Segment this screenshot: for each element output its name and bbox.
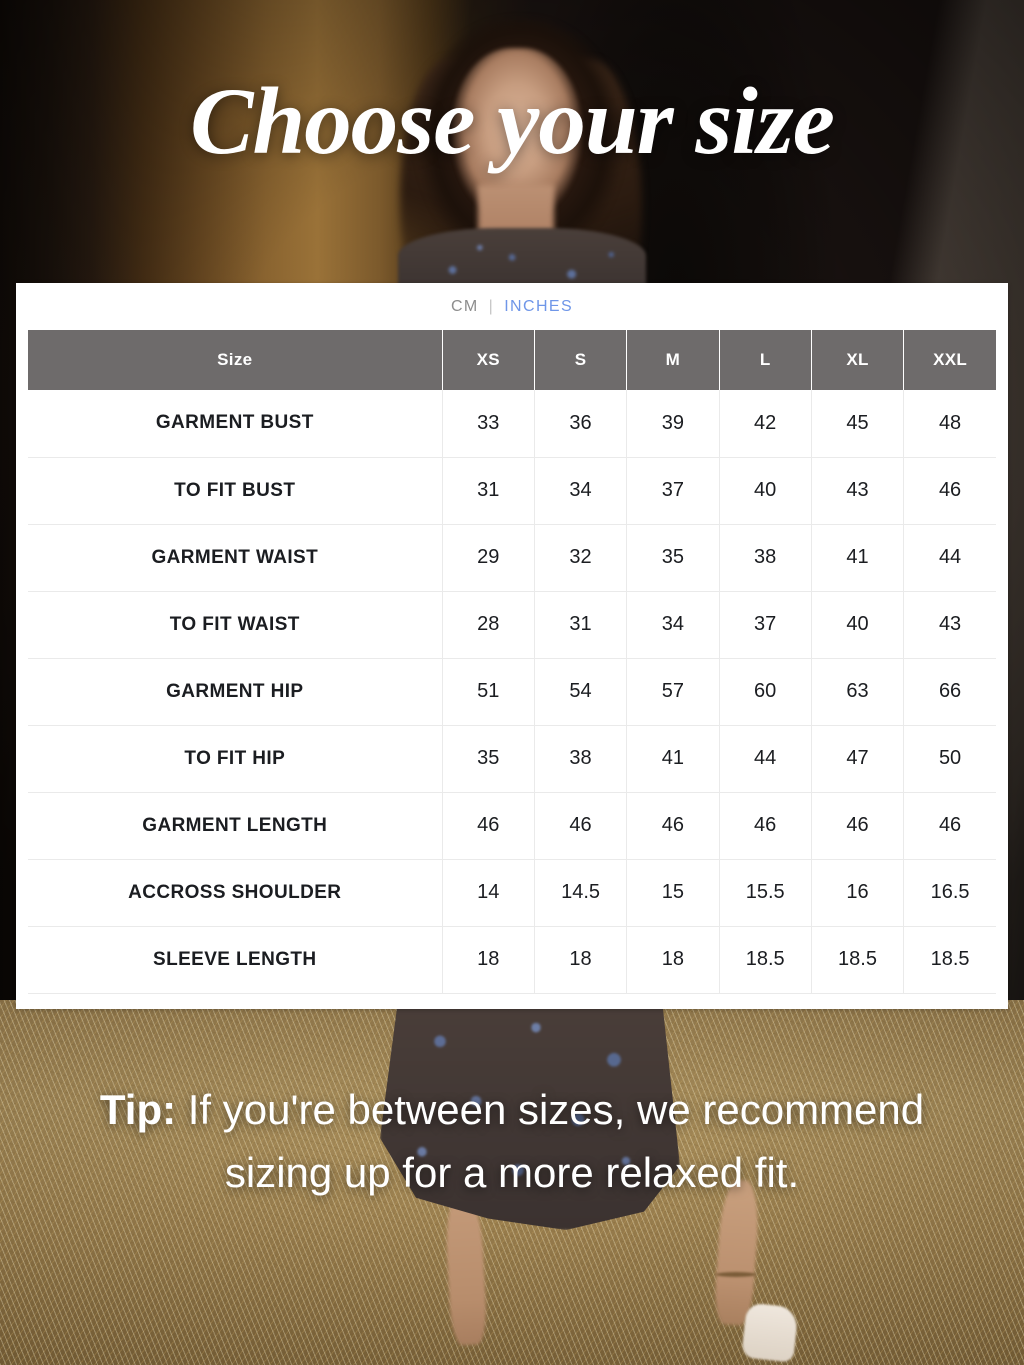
- measurement-value: 46: [903, 457, 996, 525]
- measurement-value: 18.5: [811, 926, 905, 994]
- size-chart-table: Size XS S M L XL XXL GARMENT BUST 33 36 39 4…: [28, 330, 996, 994]
- unit-tab-cm[interactable]: CM: [450, 297, 479, 315]
- table-body: GARMENT BUST 33 36 39 42 45 48 TO FIT BUST 31 34 3…: [28, 390, 996, 994]
- measurement-value: 44: [719, 725, 812, 793]
- table-header-row: Size XS S M L XL XXL: [28, 330, 996, 390]
- measurement-value: 40: [719, 457, 812, 525]
- measurement-value: 31: [442, 457, 535, 525]
- sizing-tip: Tip: If you're between sizes, we recomme…: [96, 1078, 928, 1204]
- measurement-value: 18.5: [903, 926, 996, 994]
- measurement-label: GARMENT BUST: [28, 390, 443, 458]
- column-header-xl: XL: [811, 330, 905, 390]
- unit-separator: |: [488, 297, 495, 315]
- measurement-value: 31: [534, 591, 628, 659]
- sizing-tip-prefix: Tip:: [99, 1086, 177, 1133]
- measurement-value: 43: [903, 591, 996, 659]
- measurement-value: 47: [811, 725, 905, 793]
- column-header-l: L: [719, 330, 812, 390]
- measurement-value: 16.5: [903, 859, 996, 927]
- measurement-label: GARMENT HIP: [28, 658, 443, 726]
- measurement-label: GARMENT WAIST: [28, 524, 443, 592]
- unit-tab-inches[interactable]: INCHES: [504, 297, 574, 315]
- size-chart-card: CM | INCHES Size XS S M L XL XXL GARM: [16, 283, 1008, 1009]
- measurement-value: 60: [719, 658, 812, 726]
- measurement-value: 51: [442, 658, 535, 726]
- measurement-value: 38: [719, 524, 812, 592]
- measurement-value: 14: [442, 859, 535, 927]
- measurement-value: 46: [811, 792, 905, 860]
- measurement-value: 29: [442, 524, 535, 592]
- measurement-value: 15: [626, 859, 720, 927]
- measurement-value: 40: [811, 591, 905, 659]
- table-row: SLEEVE LENGTH 18 18 18 18.5 18.5 18.5: [28, 926, 996, 994]
- model-anklet: [716, 1272, 756, 1277]
- column-header-xs: XS: [442, 330, 535, 390]
- table-row: GARMENT LENGTH 46 46 46 46 46 46: [28, 792, 996, 860]
- measurement-value: 45: [811, 390, 905, 458]
- measurement-value: 28: [442, 591, 535, 659]
- measurement-value: 37: [719, 591, 812, 659]
- measurement-value: 38: [534, 725, 628, 793]
- measurement-value: 50: [903, 725, 996, 793]
- measurement-value: 46: [626, 792, 720, 860]
- measurement-value: 33: [442, 390, 535, 458]
- measurement-value: 16: [811, 859, 905, 927]
- measurement-label: TO FIT HIP: [28, 725, 443, 793]
- measurement-value: 46: [442, 792, 535, 860]
- measurement-value: 34: [626, 591, 720, 659]
- measurement-value: 39: [626, 390, 720, 458]
- table-row: TO FIT HIP 35 38 41 44 47 50: [28, 725, 996, 793]
- measurement-value: 66: [903, 658, 996, 726]
- measurement-value: 63: [811, 658, 905, 726]
- measurement-value: 35: [626, 524, 720, 592]
- measurement-value: 43: [811, 457, 905, 525]
- page-title: Choose your size: [190, 68, 835, 174]
- measurement-value: 35: [442, 725, 535, 793]
- measurement-label: TO FIT WAIST: [28, 591, 443, 659]
- table-row: GARMENT HIP 51 54 57 60 63 66: [28, 658, 996, 726]
- measurement-value: 32: [534, 524, 628, 592]
- measurement-value: 41: [811, 524, 905, 592]
- table-header: Size XS S M L XL XXL: [28, 330, 996, 390]
- measurement-value: 54: [534, 658, 628, 726]
- measurement-value: 46: [534, 792, 628, 860]
- measurement-label: ACCROSS SHOULDER: [28, 859, 443, 927]
- model-floral-skirt: [380, 1000, 680, 1230]
- measurement-value: 18.5: [719, 926, 812, 994]
- measurement-label: SLEEVE LENGTH: [28, 926, 443, 994]
- column-header-size: Size: [28, 330, 443, 390]
- table-row: GARMENT BUST 33 36 39 42 45 48: [28, 390, 996, 458]
- measurement-value: 36: [534, 390, 628, 458]
- column-header-xxl: XXL: [903, 330, 996, 390]
- sizing-tip-text: If you're between sizes, we recommend si…: [176, 1086, 925, 1196]
- model-shoe: [741, 1302, 799, 1363]
- unit-toggle: CM | INCHES: [16, 283, 1008, 330]
- measurement-label: TO FIT BUST: [28, 457, 443, 525]
- table-row: GARMENT WAIST 29 32 35 38 41 44: [28, 524, 996, 592]
- measurement-label: GARMENT LENGTH: [28, 792, 443, 860]
- measurement-value: 46: [719, 792, 812, 860]
- column-header-m: M: [626, 330, 720, 390]
- measurement-value: 42: [719, 390, 812, 458]
- table-row: TO FIT BUST 31 34 37 40 43 46: [28, 457, 996, 525]
- column-header-s: S: [534, 330, 628, 390]
- table-row: TO FIT WAIST 28 31 34 37 40 43: [28, 591, 996, 659]
- measurement-value: 15.5: [719, 859, 812, 927]
- measurement-value: 41: [626, 725, 720, 793]
- table-row: ACCROSS SHOULDER 14 14.5 15 15.5 16 16.5: [28, 859, 996, 927]
- measurement-value: 34: [534, 457, 628, 525]
- measurement-value: 18: [442, 926, 535, 994]
- measurement-value: 48: [903, 390, 996, 458]
- measurement-value: 18: [534, 926, 628, 994]
- measurement-value: 46: [903, 792, 996, 860]
- measurement-value: 14.5: [534, 859, 628, 927]
- measurement-value: 37: [626, 457, 720, 525]
- measurement-value: 44: [903, 524, 996, 592]
- measurement-value: 18: [626, 926, 720, 994]
- measurement-value: 57: [626, 658, 720, 726]
